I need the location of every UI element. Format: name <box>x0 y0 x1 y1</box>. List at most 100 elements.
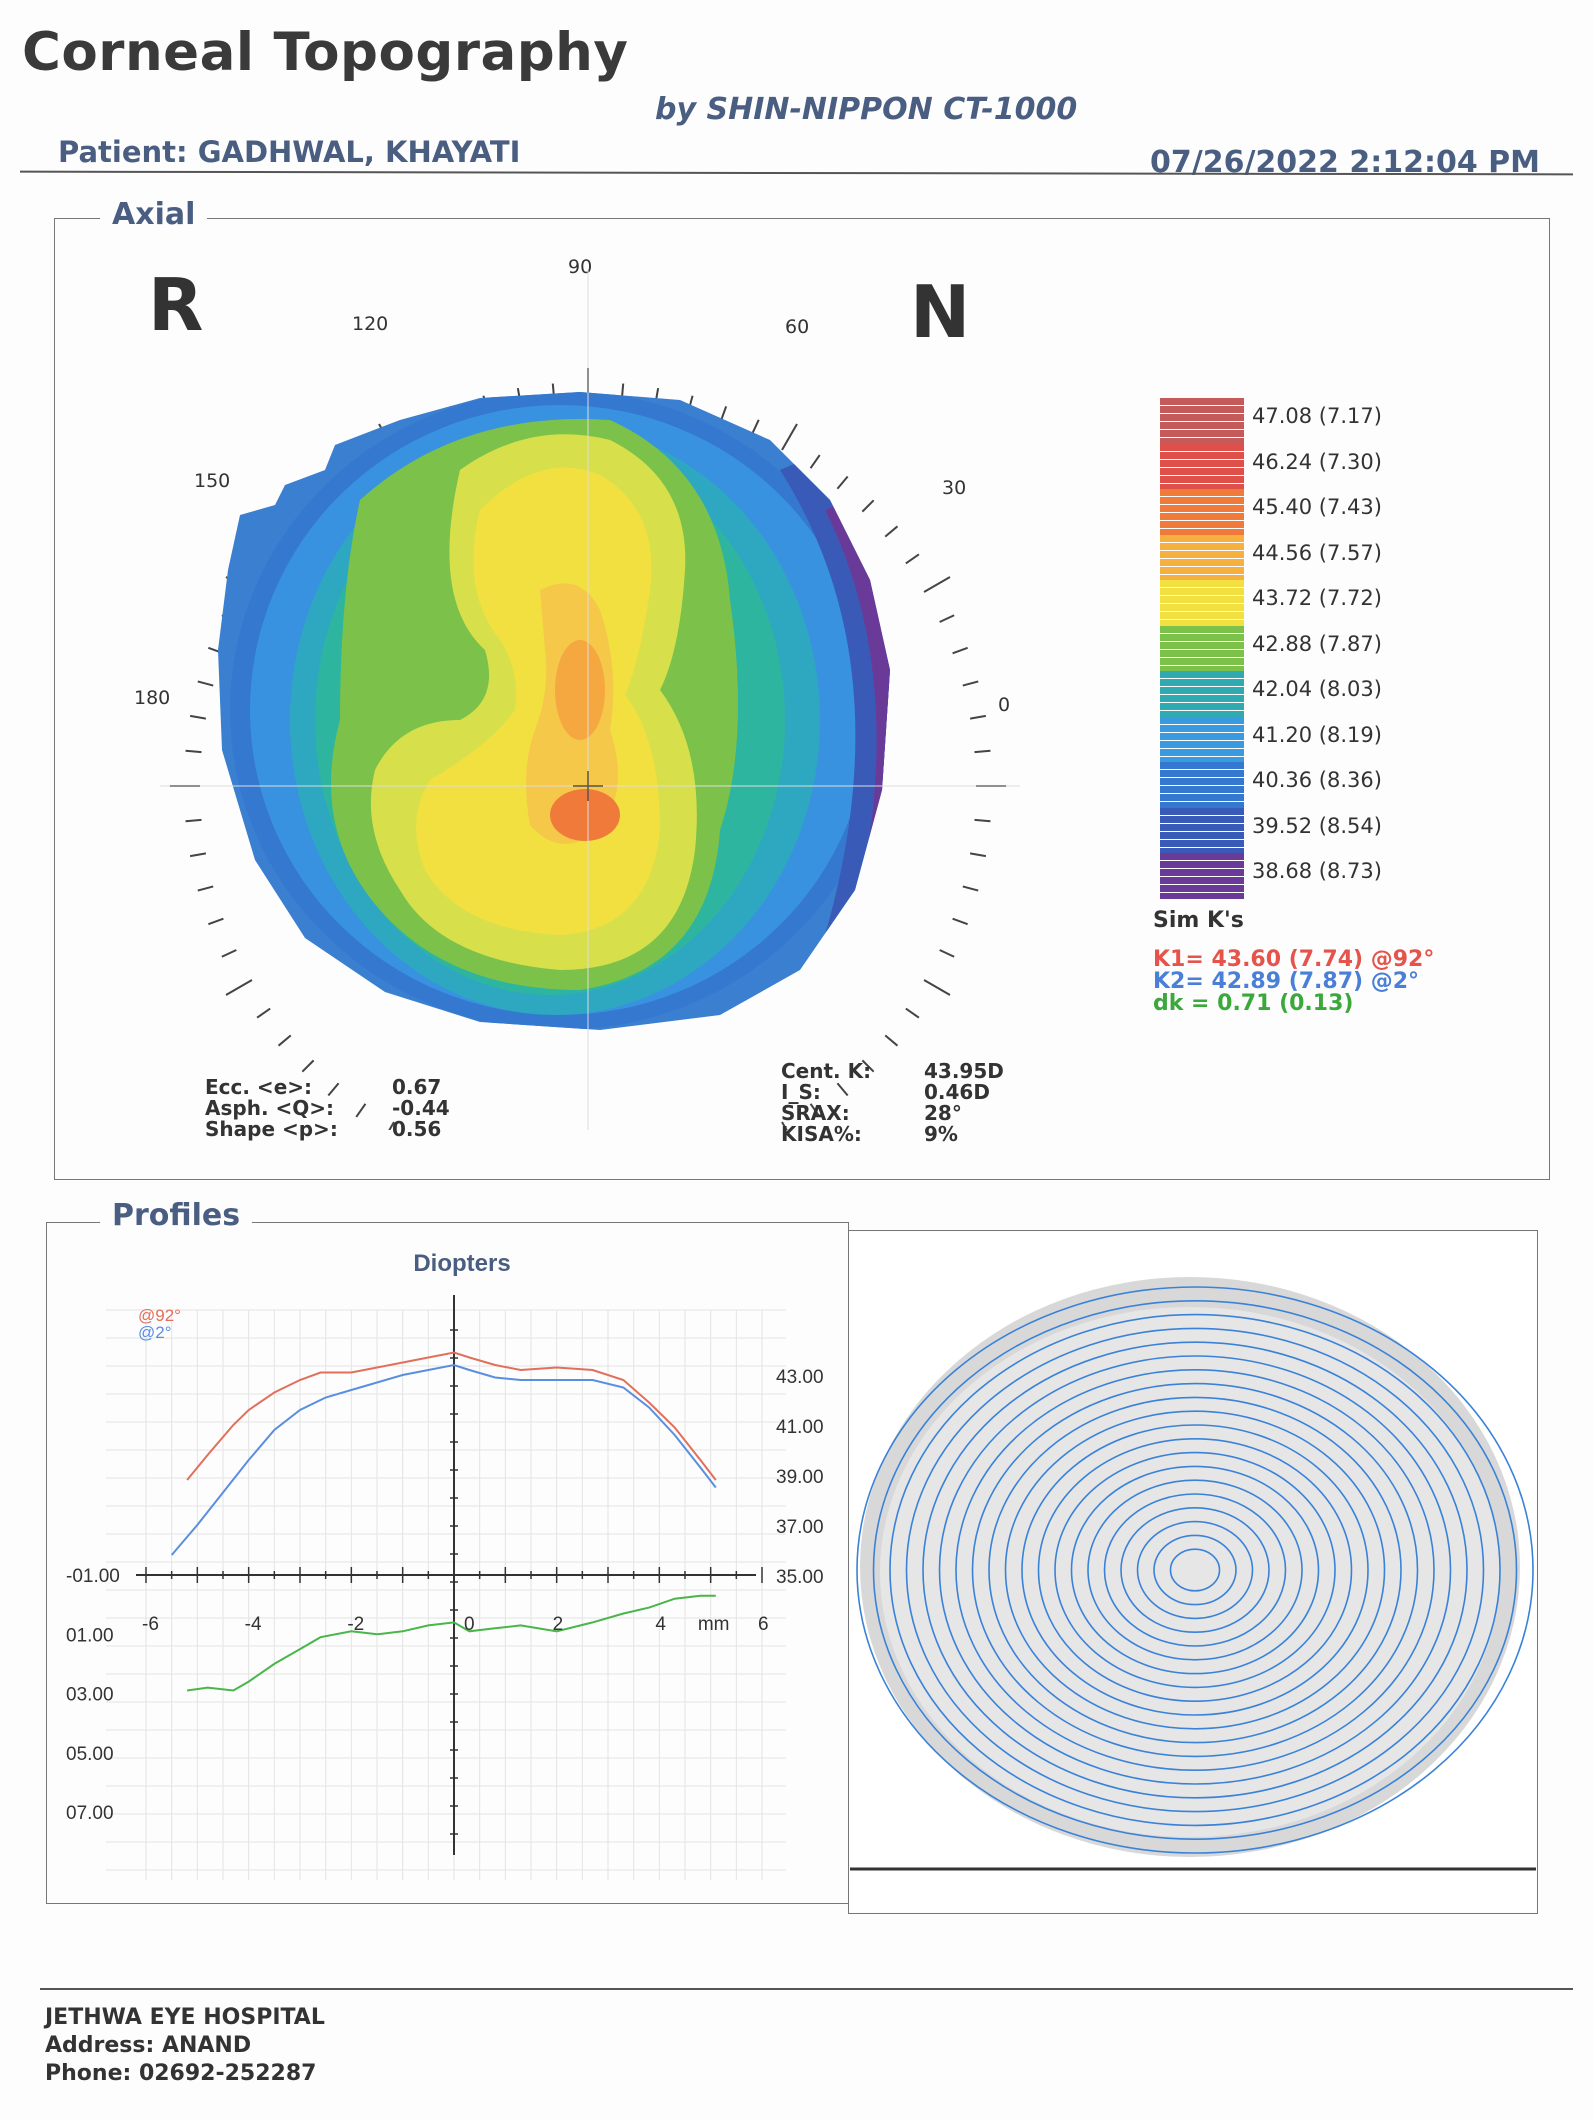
srax-label: SRAX: <box>781 1101 850 1125</box>
tick-mark <box>781 423 798 451</box>
keratometry-stats-values: 43.95D 0.46D 28° 9% <box>924 1061 1004 1145</box>
tick-mark <box>185 749 202 754</box>
tick-mark <box>861 1059 875 1073</box>
tick-mark <box>836 1082 849 1097</box>
tick-mark <box>969 852 987 858</box>
tick-mark <box>189 852 207 858</box>
placido-ring <box>988 1396 1402 1744</box>
left-tick-label: 01.00 <box>66 1625 114 1646</box>
legend-value: 38.68 (8.73) <box>1252 859 1382 883</box>
legend-swatch <box>1160 671 1244 717</box>
series-line <box>170 1363 717 1556</box>
tick-mark <box>221 949 237 958</box>
placido-ring <box>1120 1506 1270 1633</box>
placido-ring <box>1103 1493 1287 1647</box>
tick-mark <box>836 475 849 490</box>
chart-tick-labels: 43.00 41.00 39.00 37.00 35.00 -01.00 01.00 03.0… <box>66 1367 824 1824</box>
right-tick-label: 41.00 <box>776 1417 824 1438</box>
legend-value: 41.20 (8.19) <box>1252 722 1382 747</box>
legend-value: 42.88 (7.87) <box>1252 631 1382 656</box>
legend-row: 43.72 (7.72) <box>1160 580 1450 626</box>
placido-ring <box>872 1299 1518 1841</box>
shape-value: 0.56 <box>392 1117 442 1141</box>
angle-label-30: 30 <box>942 477 967 499</box>
placido-ring <box>1153 1534 1237 1606</box>
left-tick-label: 07.00 <box>66 1803 114 1824</box>
legend-swatch <box>1160 625 1244 672</box>
hospital-phone: Phone: 02692-252287 <box>45 2061 317 2086</box>
page-title: Corneal Topography <box>22 22 629 83</box>
legend-swatch <box>1160 762 1244 808</box>
tick-mark <box>301 1059 315 1073</box>
tick-mark <box>905 553 920 565</box>
placido-ring <box>955 1369 1435 1771</box>
cent-k-label: Cent. K: <box>781 1059 872 1083</box>
sim-k1: K1= 43.60 (7.74) @92° <box>1153 947 1435 972</box>
tick-mark <box>185 818 202 823</box>
patient-name: Patient: GADHWAL, KHAYATI <box>58 135 521 169</box>
tick-mark <box>197 680 214 687</box>
axial-section-title: Axial <box>100 197 208 232</box>
legend-value: 40.36 (8.36) <box>1252 768 1382 792</box>
x-tick-label: 4 <box>655 1614 666 1635</box>
device-name: by SHIN-NIPPON CT-1000 <box>655 92 1078 127</box>
angle-label-180: 180 <box>134 687 171 709</box>
left-tick-label: -01.00 <box>66 1566 120 1587</box>
eye-label: R <box>148 263 204 347</box>
legend-value: 46.24 (7.30) <box>1252 449 1382 474</box>
ecc-value: 0.67 <box>392 1075 442 1099</box>
placido-ring <box>1054 1451 1336 1689</box>
legend-2: @2° <box>138 1323 172 1342</box>
tick-mark <box>208 917 224 926</box>
placido-ring <box>1037 1438 1353 1702</box>
legend-row: 47.08 (7.17) <box>1160 398 1450 444</box>
x-tick-label: -6 <box>142 1614 159 1635</box>
legend-swatch <box>1160 580 1244 626</box>
tick-mark <box>189 714 207 720</box>
placido-rings <box>856 1286 1534 1854</box>
legend-swatch <box>1160 443 1244 490</box>
placido-ring <box>922 1341 1468 1799</box>
legend-value: 47.08 (7.17) <box>1252 404 1382 428</box>
x-tick-label: 6 <box>758 1614 769 1635</box>
legend-swatch <box>1160 489 1244 535</box>
profiles-section-title: Profiles <box>100 1198 253 1233</box>
ecc-label: Ecc. <e>: <box>205 1075 313 1099</box>
placido-ring <box>1070 1465 1320 1675</box>
tick-mark <box>751 419 760 435</box>
right-tick-label: 39.00 <box>776 1467 824 1488</box>
legend-row: 42.04 (8.03) <box>1160 671 1450 717</box>
angle-label-150: 150 <box>194 470 231 492</box>
right-tick-label: 37.00 <box>776 1517 824 1538</box>
tick-mark <box>809 1103 821 1118</box>
legend-row: 46.24 (7.30) <box>1160 443 1450 490</box>
hospital-name: JETHWA EYE HOSPITAL <box>45 2005 325 2030</box>
tick-mark <box>939 949 955 958</box>
nasal-label: N <box>910 270 971 354</box>
placido-ring <box>889 1313 1501 1827</box>
color-map <box>218 392 890 1030</box>
tick-mark <box>974 818 991 823</box>
chart-grid <box>106 1309 786 1880</box>
tick-mark <box>962 680 979 687</box>
tick-mark <box>939 614 955 623</box>
legend-swatch <box>1160 398 1244 444</box>
tick-mark <box>884 525 899 538</box>
asph-label: Asph. <Q>: <box>205 1096 335 1120</box>
hospital-address: Address: ANAND <box>45 2033 252 2058</box>
legend-swatch <box>1160 716 1244 763</box>
left-tick-label: 03.00 <box>66 1685 114 1706</box>
keratometry-stats-labels: Cent. K: I_S: SRAX: KISA%: <box>781 1061 871 1145</box>
right-tick-label: 43.00 <box>776 1367 824 1388</box>
tick-mark <box>974 749 991 754</box>
legend-row: 42.88 (7.87) <box>1160 625 1450 672</box>
is-label: I_S: <box>781 1080 821 1104</box>
tick-mark <box>952 917 968 926</box>
placido-image-panel <box>848 1230 1538 1914</box>
legend-value: 39.52 (8.54) <box>1252 813 1382 838</box>
kisa-label: KISA%: <box>781 1122 862 1146</box>
legend-row: 40.36 (8.36) <box>1160 762 1450 808</box>
exam-datetime: 07/26/2022 2:12:04 PM <box>1150 145 1540 180</box>
tick-mark <box>327 1082 340 1097</box>
tick-mark <box>277 1034 292 1047</box>
